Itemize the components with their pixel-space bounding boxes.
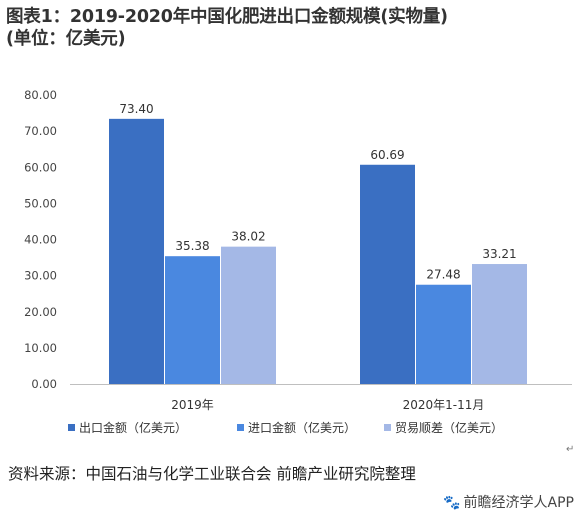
legend-swatch: [384, 424, 391, 431]
y-tick-label: 80.00: [24, 88, 57, 102]
bar-chart: 0.00 10.00 20.00 30.00 40.00 50.00 60.00 70.00 8…: [24, 88, 572, 435]
legend-swatch: [68, 424, 75, 431]
legend-label: 进口金额（亿美元）: [248, 420, 356, 435]
y-tick-label: 20.00: [24, 305, 57, 319]
bar-value-label: 35.38: [175, 239, 209, 253]
chart-title-line2: (单位：亿美元): [6, 29, 126, 49]
source-note: 资料来源：中国石油与化学工业联合会 前瞻产业研究院整理: [8, 465, 416, 483]
bar-value-label: 60.69: [370, 148, 404, 162]
y-tick-label: 10.00: [24, 341, 57, 355]
paw-icon: 🐾: [443, 495, 461, 511]
brand-watermark: 🐾 前瞻经济学人APP: [443, 492, 574, 512]
chart-title-line1: 图表1：2019-2020年中国化肥进出口金额规模(实物量): [6, 7, 448, 27]
chart-title: 图表1：2019-2020年中国化肥进出口金额规模(实物量) (单位：亿美元): [6, 6, 576, 50]
x-tick-label: 2020年1-11月: [403, 398, 485, 412]
y-tick-label: 40.00: [24, 233, 57, 247]
bar-value-label: 73.40: [119, 102, 153, 116]
bar-value-label: 38.02: [231, 230, 265, 244]
bar: [360, 164, 415, 384]
y-tick-label: 60.00: [24, 160, 57, 174]
x-tick-label: 2019年: [171, 398, 214, 412]
brand-label: 前瞻经济学人APP: [463, 495, 574, 511]
bar: [221, 246, 276, 384]
y-tick-label: 0.00: [31, 377, 57, 391]
y-tick-label: 30.00: [24, 269, 57, 283]
y-tick-label: 50.00: [24, 196, 57, 210]
bar-value-label: 33.21: [482, 247, 516, 261]
legend-label: 出口金额（亿美元）: [79, 420, 187, 435]
bar: [416, 284, 471, 384]
legend-swatch: [237, 424, 244, 431]
legend-label: 贸易顺差（亿美元）: [395, 420, 503, 435]
y-tick-label: 70.00: [24, 124, 57, 138]
bar: [472, 264, 527, 384]
bar-value-label: 27.48: [426, 268, 460, 282]
bar: [109, 118, 164, 384]
bar: [165, 256, 220, 384]
return-mark: ↵: [566, 444, 575, 455]
